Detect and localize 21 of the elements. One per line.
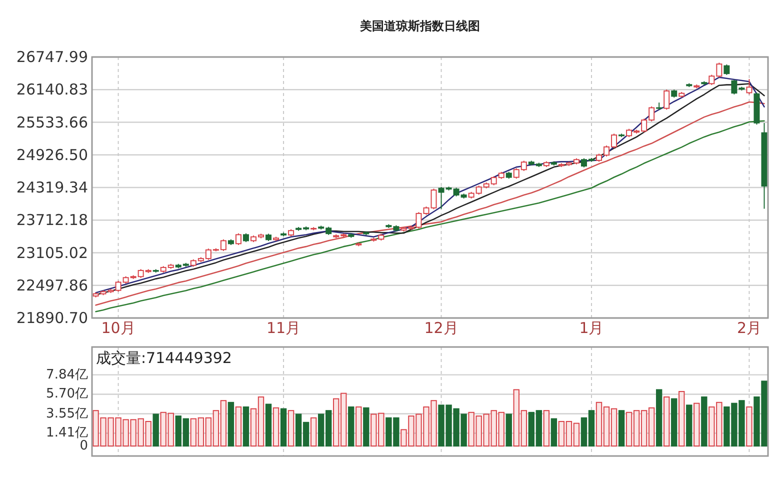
y-tick-label: 0: [80, 438, 88, 454]
y-tick-label: 24926.50: [16, 146, 88, 164]
y-tick-label: 26747.99: [16, 48, 88, 66]
x-tick-label: 10月: [101, 319, 136, 337]
x-tick-label: 1月: [579, 319, 604, 337]
y-tick-label: 5.70亿: [46, 386, 88, 402]
y-tick-label: 23105.02: [16, 244, 88, 262]
y-tick-label: 25533.66: [16, 113, 88, 132]
y-tick-label: 24319.34: [16, 178, 88, 196]
y-tick-label: 3.55亿: [46, 406, 88, 422]
annotation: 成交量:714449392: [96, 349, 232, 367]
y-tick-label: 1.41亿: [46, 426, 88, 441]
y-tick-label: 26140.83: [16, 80, 88, 99]
y-tick-label: 23712.18: [16, 211, 88, 230]
chart-title: 美国道琼斯指数日线图: [359, 19, 480, 33]
y-tick-label: 22497.86: [16, 276, 88, 294]
x-tick-label: 12月: [424, 319, 458, 337]
x-tick-label: 2月: [736, 319, 762, 337]
y-tick-label: 21890.70: [16, 309, 88, 327]
y-tick-label: 7.84亿: [46, 367, 88, 382]
x-tick-label: 11月: [266, 319, 301, 337]
